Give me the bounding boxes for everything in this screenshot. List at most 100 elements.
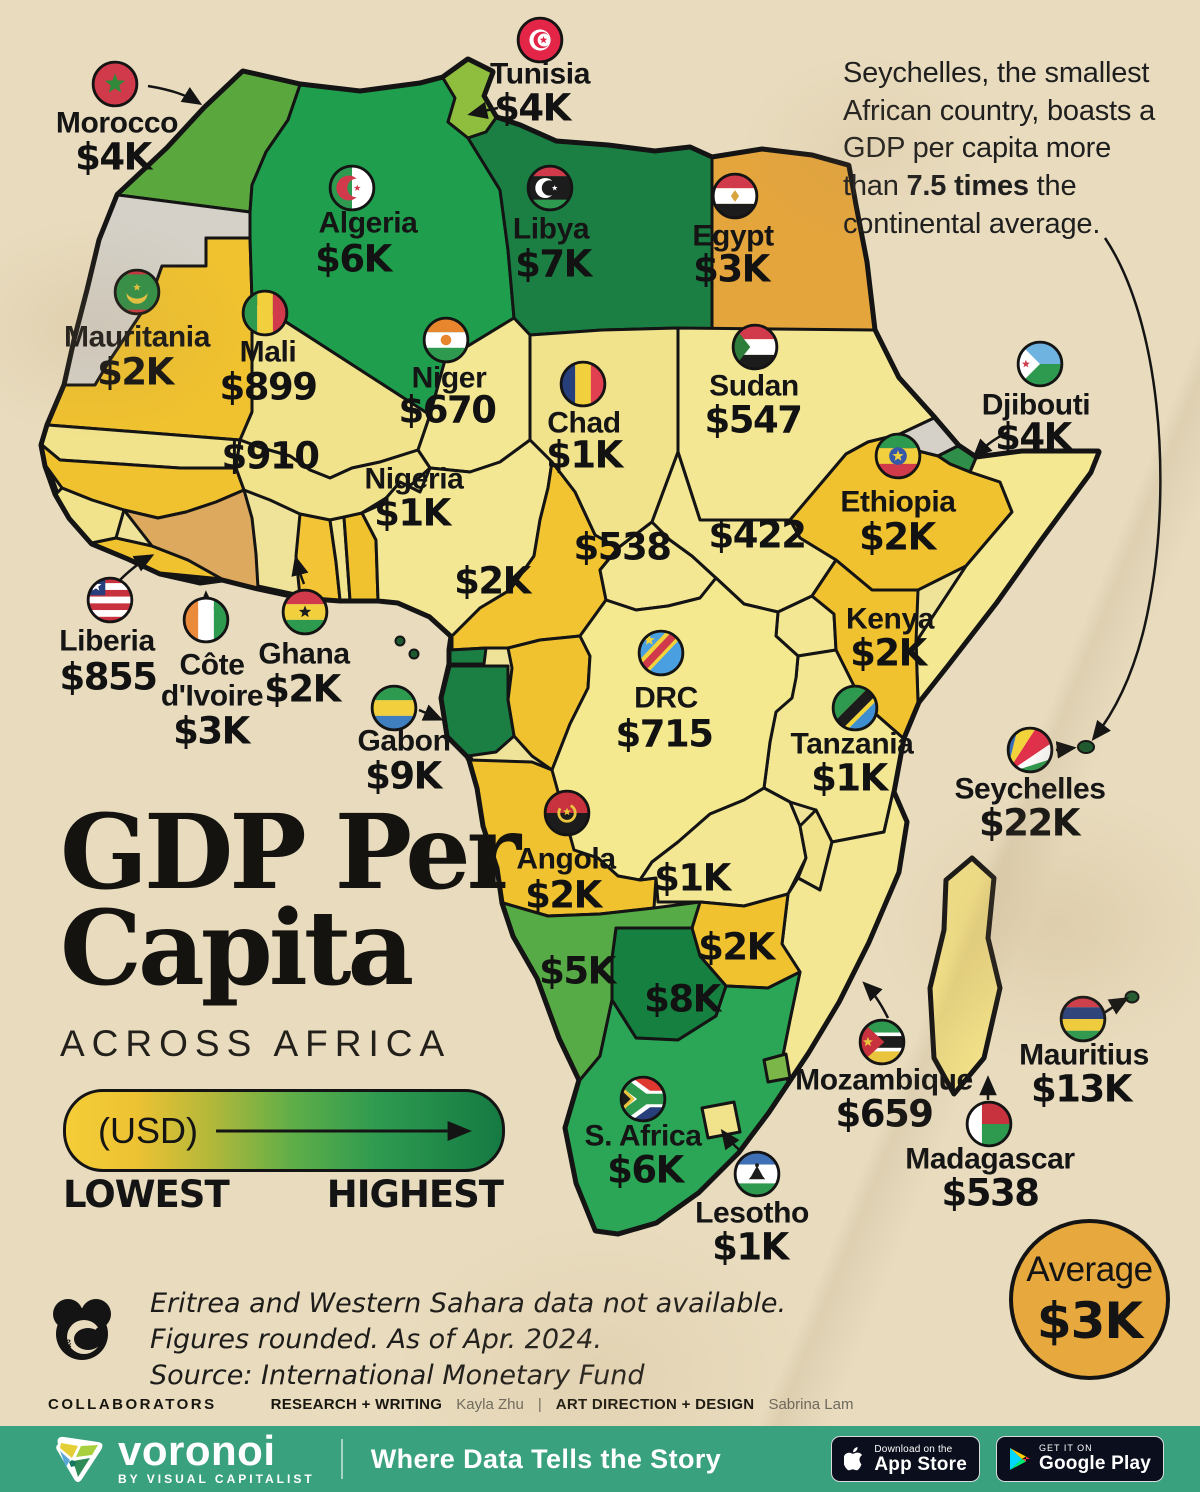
collaborator-role-2: ART DIRECTION + DESIGN [555, 1396, 755, 1413]
angola-flag-icon [543, 789, 591, 837]
region-gabon [440, 664, 516, 758]
country-value-zimbabwe: $2K [698, 925, 775, 969]
footnote-line-3: Source: International Monetary Fund [150, 1359, 645, 1391]
country-value-libya: $7K [515, 242, 592, 286]
app-store-badge[interactable]: Download on the App Store [831, 1436, 980, 1482]
country-value-mozambique: $659 [835, 1092, 934, 1136]
country-value-mauritius: $13K [1031, 1067, 1132, 1111]
country-value-ghana: $2K [264, 667, 341, 711]
google-play-badge[interactable]: GET IT ON Google Play [995, 1436, 1164, 1482]
seychelles-annotation: Seychelles, the smallest African country… [843, 55, 1158, 243]
country-value-cameroon: $2K [454, 559, 531, 603]
mozambique-arrow [862, 981, 890, 1019]
country-value-nigeria: $1K [374, 491, 451, 535]
liberia-flag-icon [86, 576, 134, 624]
legend-unit-label: (USD) [98, 1109, 198, 1151]
flag-mali [241, 289, 289, 337]
seychelles-flag-icon [1006, 726, 1054, 774]
publisher-logo-icon: & [44, 1294, 120, 1366]
sao-tome-island [394, 635, 406, 647]
annotation-arrow [1091, 237, 1162, 741]
country-value-ethiopia: $2K [859, 515, 936, 559]
voronoi-logo-icon [52, 1434, 106, 1484]
ethiopia-flag-icon [874, 432, 922, 480]
country-name-nigeria: Nigeria [364, 462, 464, 496]
country-name-tunisia: Tunisia [490, 57, 590, 91]
chad-flag-icon [559, 360, 607, 408]
collaborator-name-2: Sabrina Lam [768, 1396, 854, 1413]
country-name-libya: Libya [512, 212, 590, 246]
country-value-kenya: $2K [850, 631, 927, 675]
country-value-chad: $1K [546, 433, 623, 477]
tunisia-flag-icon [516, 16, 564, 64]
annotation-text-2: the continental average. [843, 170, 1101, 240]
country-value-algeria: $6K [315, 237, 392, 281]
flag-ethiopia [874, 432, 922, 480]
region-namibia [501, 900, 702, 1082]
country-name-ghana: Ghana [258, 637, 350, 671]
mauritania-flag-icon [113, 268, 161, 316]
flag-djibouti [1016, 340, 1064, 388]
country-value-tanzania: $1K [811, 756, 888, 800]
region-cameroon [450, 460, 620, 652]
flag-mauritania [113, 268, 161, 316]
annotation-bold: 7.5 times [906, 170, 1030, 203]
brand-subtitle: BY VISUAL CAPITALIST [118, 1472, 315, 1487]
algeria-flag-icon [328, 164, 376, 212]
mauritius-flag-icon [1059, 995, 1107, 1043]
country-name-djibouti: Djibouti [981, 388, 1091, 422]
flag-seychelles [1006, 726, 1054, 774]
annotation-text-1: Seychelles, the smallest African country… [843, 57, 1156, 203]
flag-mozambique [858, 1018, 906, 1066]
lesotho-arrow [720, 1128, 743, 1153]
country-name-mauritius: Mauritius [1019, 1038, 1149, 1072]
color-legend: (USD) [63, 1089, 505, 1172]
flag-angola [543, 789, 591, 837]
country-name-egypt: Egypt [692, 219, 774, 253]
country-value-djibouti: $4K [995, 415, 1072, 459]
flag-niger [422, 316, 470, 364]
region-madagascar [927, 855, 1003, 1097]
morocco-arrow [147, 84, 203, 105]
country-value-sudan: $547 [704, 398, 803, 442]
flag-liberia [86, 576, 134, 624]
sudan-flag-icon [731, 323, 779, 371]
brand-name: voronoi [118, 1426, 276, 1474]
collaborators-heading: COLLABORATORS [48, 1396, 217, 1413]
google-play-icon [1009, 1447, 1031, 1471]
flag-algeria [328, 164, 376, 212]
flag-libya [526, 164, 574, 212]
flag-chad [559, 360, 607, 408]
principe-island [408, 648, 420, 660]
niger-flag-icon [422, 316, 470, 364]
collaborator-name-1: Kayla Zhu [456, 1396, 524, 1413]
country-value-cote-divoire: $3K [173, 709, 250, 753]
country-value-egypt: $3K [693, 247, 770, 291]
country-value-burkina-faso: $910 [221, 434, 320, 478]
country-name-ethiopia: Ethiopia [840, 485, 956, 519]
country-value-mali: $899 [219, 365, 318, 409]
average-label: Average [1026, 1249, 1153, 1289]
country-value-madagascar: $538 [941, 1171, 1040, 1215]
footnote-line-2: Figures rounded. As of Apr. 2024. [150, 1323, 602, 1355]
drc-flag-icon [637, 629, 685, 677]
collaborator-role-1: RESEARCH + WRITING [270, 1396, 443, 1413]
mali-flag-icon [241, 289, 289, 337]
country-name-kenya: Kenya [845, 602, 935, 636]
country-name-morocco: Morocco [55, 106, 179, 140]
morocco-flag-icon [91, 60, 139, 108]
footer-bar: voronoi BY VISUAL CAPITALIST Where Data … [0, 1426, 1200, 1492]
voronoi-brand[interactable]: voronoi BY VISUAL CAPITALIST [52, 1426, 315, 1487]
legend-arrow-icon [216, 1120, 472, 1141]
average-badge: Average $3K [1009, 1219, 1170, 1380]
gplay-top-text: GET IT ON [1038, 1443, 1093, 1454]
page-title: GDP Per Capita [60, 801, 521, 1000]
appstore-bottom-text: App Store [874, 1453, 967, 1475]
country-value-liberia: $855 [59, 655, 158, 699]
country-value-zambia: $1K [654, 856, 731, 900]
lesotho-flag-icon [733, 1150, 781, 1198]
flag-sudan [731, 323, 779, 371]
flag-tanzania [831, 684, 879, 732]
country-name-drc: DRC [634, 681, 698, 715]
